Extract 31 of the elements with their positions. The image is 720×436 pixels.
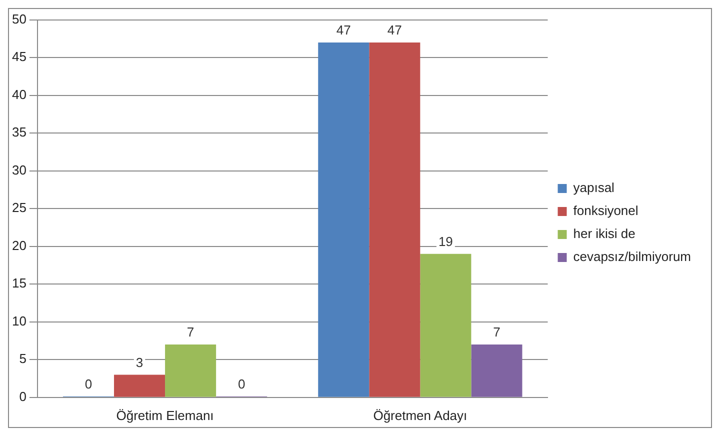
data-label: 47 bbox=[387, 22, 402, 38]
data-label: 0 bbox=[238, 376, 246, 392]
data-label: 0 bbox=[84, 376, 92, 392]
y-tick-label: 50 bbox=[12, 11, 26, 26]
bar bbox=[471, 344, 522, 397]
legend-label: her ikisi de bbox=[573, 226, 636, 242]
x-tick-label: Öğretmen Adayı bbox=[373, 408, 468, 423]
y-tick-label: 0 bbox=[19, 388, 26, 404]
data-label: 7 bbox=[186, 324, 194, 340]
data-label: 19 bbox=[438, 234, 453, 249]
y-tick-label: 45 bbox=[12, 49, 26, 64]
y-tick-label: 40 bbox=[12, 86, 26, 102]
y-tick-label: 25 bbox=[12, 200, 26, 216]
bar bbox=[420, 254, 472, 397]
bar bbox=[369, 42, 420, 397]
y-tick-label: 35 bbox=[12, 124, 26, 140]
y-tick-label: 30 bbox=[12, 162, 26, 178]
data-label: 47 bbox=[336, 22, 351, 38]
data-label: 3 bbox=[136, 354, 144, 370]
y-tick-label: 10 bbox=[12, 313, 26, 328]
y-tick-label: 5 bbox=[19, 351, 26, 366]
bar bbox=[318, 42, 370, 397]
x-tick-label: Öğretim Elemanı bbox=[116, 408, 214, 423]
legend-label: yapısal bbox=[573, 180, 615, 196]
bar bbox=[165, 344, 216, 397]
legend-label: fonksiyonel bbox=[573, 203, 638, 218]
bar bbox=[114, 374, 166, 397]
legend-label: cevapsız/bilmiyorum bbox=[573, 249, 692, 264]
y-tick-label: 15 bbox=[12, 276, 26, 291]
y-tick-label: 20 bbox=[12, 238, 26, 253]
data-label: 7 bbox=[493, 324, 500, 340]
